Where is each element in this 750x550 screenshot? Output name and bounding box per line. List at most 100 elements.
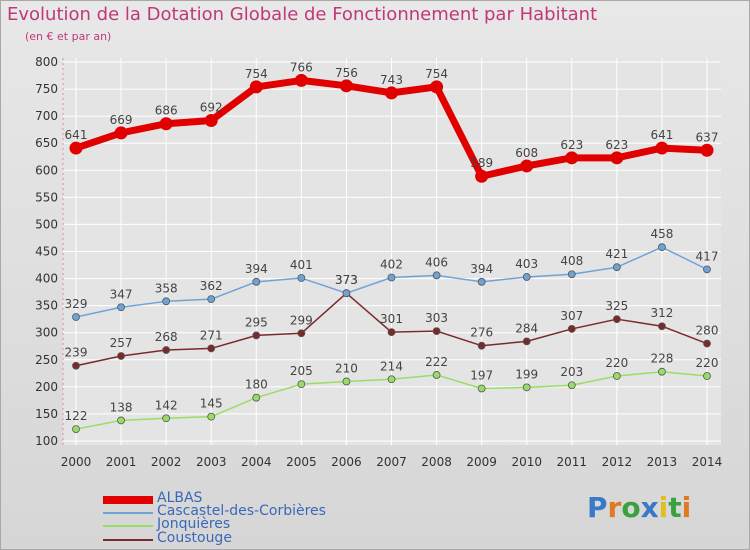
data-point [342, 289, 351, 298]
data-point [385, 86, 398, 100]
data-point [252, 331, 261, 340]
data-label: 394 [245, 262, 268, 276]
data-point [658, 243, 666, 252]
data-label: 122 [65, 409, 88, 423]
data-point [162, 414, 171, 423]
data-point [162, 346, 171, 354]
data-label: 299 [290, 313, 313, 327]
legend-label: Cascastel-des-Corbières [157, 503, 326, 519]
data-point [252, 277, 261, 286]
data-label: 180 [245, 378, 268, 392]
data-point [342, 377, 351, 386]
data-point [430, 80, 444, 94]
data-label: 362 [200, 279, 223, 293]
data-point [477, 277, 486, 286]
x-tick-label: 2002 [151, 455, 182, 469]
y-tick-label: 600 [35, 163, 58, 177]
data-label: 692 [200, 100, 223, 114]
data-label: 205 [290, 364, 313, 378]
data-label: 743 [380, 73, 403, 87]
x-tick-label: 2012 [602, 455, 633, 469]
x-tick-label: 2000 [61, 455, 92, 469]
data-point [703, 372, 711, 380]
data-label: 329 [65, 297, 88, 311]
data-point [567, 270, 576, 279]
x-tick-label: 2011 [557, 455, 588, 469]
data-point [700, 143, 714, 157]
data-point [159, 117, 173, 131]
data-point [432, 271, 441, 280]
y-tick-label: 300 [35, 326, 58, 340]
x-tick-label: 2001 [106, 455, 137, 469]
y-tick-label: 350 [35, 299, 58, 313]
data-label: 637 [696, 130, 719, 144]
data-point [204, 113, 218, 127]
data-point [567, 381, 576, 390]
data-label: 589 [470, 156, 493, 170]
x-tick-label: 2007 [376, 455, 407, 469]
data-point [703, 339, 711, 348]
legend-swatch [103, 496, 153, 504]
data-point [477, 384, 486, 393]
data-point [522, 337, 531, 346]
data-label: 284 [515, 321, 538, 335]
data-point [162, 297, 171, 306]
data-point [252, 393, 261, 402]
y-tick-label: 200 [35, 380, 58, 394]
data-label: 402 [380, 257, 403, 271]
data-label: 325 [605, 299, 628, 313]
data-point [117, 416, 125, 425]
legend-swatch [103, 539, 153, 541]
data-point [249, 80, 263, 94]
data-point [117, 303, 125, 312]
data-label: 669 [110, 113, 133, 127]
x-tick-label: 2014 [692, 455, 723, 469]
data-label: 276 [470, 326, 493, 340]
data-point [297, 380, 306, 389]
data-point [72, 425, 80, 433]
data-label: 458 [650, 227, 673, 241]
data-label: 401 [290, 258, 313, 272]
x-tick-label: 2009 [466, 455, 497, 469]
data-label: 394 [470, 262, 493, 276]
data-point [477, 341, 486, 350]
x-tick-label: 2013 [647, 455, 678, 469]
data-label: 203 [560, 365, 583, 379]
legend-swatch [103, 512, 153, 514]
y-tick-label: 400 [35, 272, 58, 286]
data-point [612, 263, 621, 272]
data-point [339, 79, 353, 93]
data-label: 347 [110, 287, 133, 301]
data-point [69, 141, 83, 155]
x-tick-label: 2006 [331, 455, 362, 469]
chart-subtitle: (en € et par an) [25, 30, 112, 43]
data-label: 199 [515, 367, 538, 381]
legend-label: Jonquières [157, 516, 231, 532]
data-label: 408 [560, 254, 583, 268]
data-point [72, 361, 80, 370]
data-point [655, 141, 669, 155]
data-label: 145 [200, 397, 223, 411]
data-label: 358 [155, 281, 178, 295]
data-label: 641 [65, 128, 88, 142]
data-label: 754 [245, 67, 268, 81]
data-point [294, 73, 308, 87]
data-point [297, 274, 306, 282]
data-label: 228 [650, 352, 673, 366]
data-label: 373 [335, 273, 358, 287]
data-label: 403 [515, 257, 538, 271]
data-point [612, 372, 621, 380]
data-point [387, 328, 396, 337]
data-point [612, 315, 621, 324]
y-tick-label: 650 [35, 136, 58, 150]
x-tick-label: 2003 [196, 455, 227, 469]
data-label: 641 [650, 128, 673, 142]
y-tick-label: 450 [35, 245, 58, 259]
data-point [475, 169, 489, 183]
chart-title: Evolution de la Dotation Globale de Fonc… [7, 4, 598, 25]
data-label: 142 [155, 398, 178, 412]
data-label: 754 [425, 67, 448, 81]
x-tick-label: 2008 [421, 455, 452, 469]
data-point [520, 159, 534, 173]
data-label: 307 [560, 309, 583, 323]
